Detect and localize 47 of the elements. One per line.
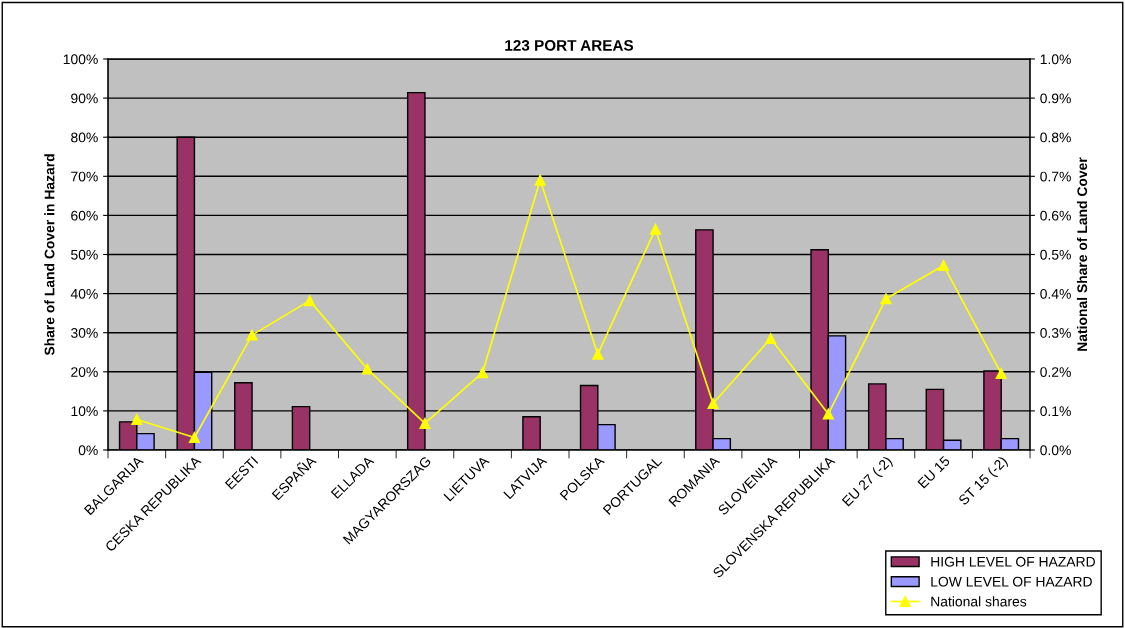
legend-label: LOW LEVEL OF HAZARD [931, 576, 1092, 587]
y-tick-label: 10% [71, 406, 98, 417]
y2-tick-label: 0.7% [1040, 171, 1071, 182]
y2-tick-label: 0.3% [1040, 328, 1071, 338]
chart-title: 123 PORT AREAS [505, 40, 634, 51]
point [592, 348, 604, 360]
y-tick-label: 0% [78, 445, 98, 456]
y2-tick-label: 0.6% [1040, 210, 1071, 221]
point [995, 367, 1007, 379]
y2-tick-label: 1.0% [1040, 54, 1071, 65]
y-tick-label: 100% [63, 54, 98, 65]
point [419, 417, 431, 429]
point [246, 329, 258, 341]
y-axis-title: Share of Land Cover in Hazard [44, 154, 55, 356]
y-tick-label: 50% [71, 249, 98, 260]
point [361, 363, 373, 375]
y2-axis-title: National Share of Land Cover [1076, 157, 1088, 351]
point [304, 295, 316, 307]
x-tick-label: EU 15 [917, 455, 951, 489]
point [707, 397, 719, 410]
y-tick-label: 70% [71, 171, 98, 182]
y2-tick-label: 0.2% [1040, 367, 1071, 377]
y-tick-label: 80% [71, 132, 98, 143]
point [765, 333, 777, 345]
y2-tick-label: 0.0% [1040, 445, 1071, 456]
y-tick-label: 90% [71, 93, 98, 104]
point [938, 259, 950, 272]
y2-tick-label: 0.8% [1040, 132, 1071, 143]
point [477, 367, 489, 379]
y-tick-label: 60% [71, 210, 98, 221]
point [534, 174, 546, 186]
x-tick-label: ST 15 (-2) [957, 455, 1010, 508]
y2-tick-label: 0.4% [1040, 288, 1071, 299]
y2-tick-label: 0.1% [1040, 406, 1071, 417]
point [188, 431, 200, 444]
point [880, 293, 892, 305]
point [649, 223, 661, 235]
legend-label: HIGH LEVEL OF HAZARD [931, 556, 1095, 567]
point [822, 408, 834, 420]
legend-label: National shares [931, 596, 1027, 607]
y2-tick-label: 0.5% [1040, 249, 1071, 260]
y-tick-label: 20% [71, 367, 98, 377]
y2-tick-label: 0.9% [1040, 93, 1071, 104]
y-tick-label: 30% [71, 328, 98, 338]
x-tick-label: EU 27 (-2) [841, 455, 895, 509]
point [131, 413, 143, 426]
y-tick-label: 40% [70, 288, 98, 299]
